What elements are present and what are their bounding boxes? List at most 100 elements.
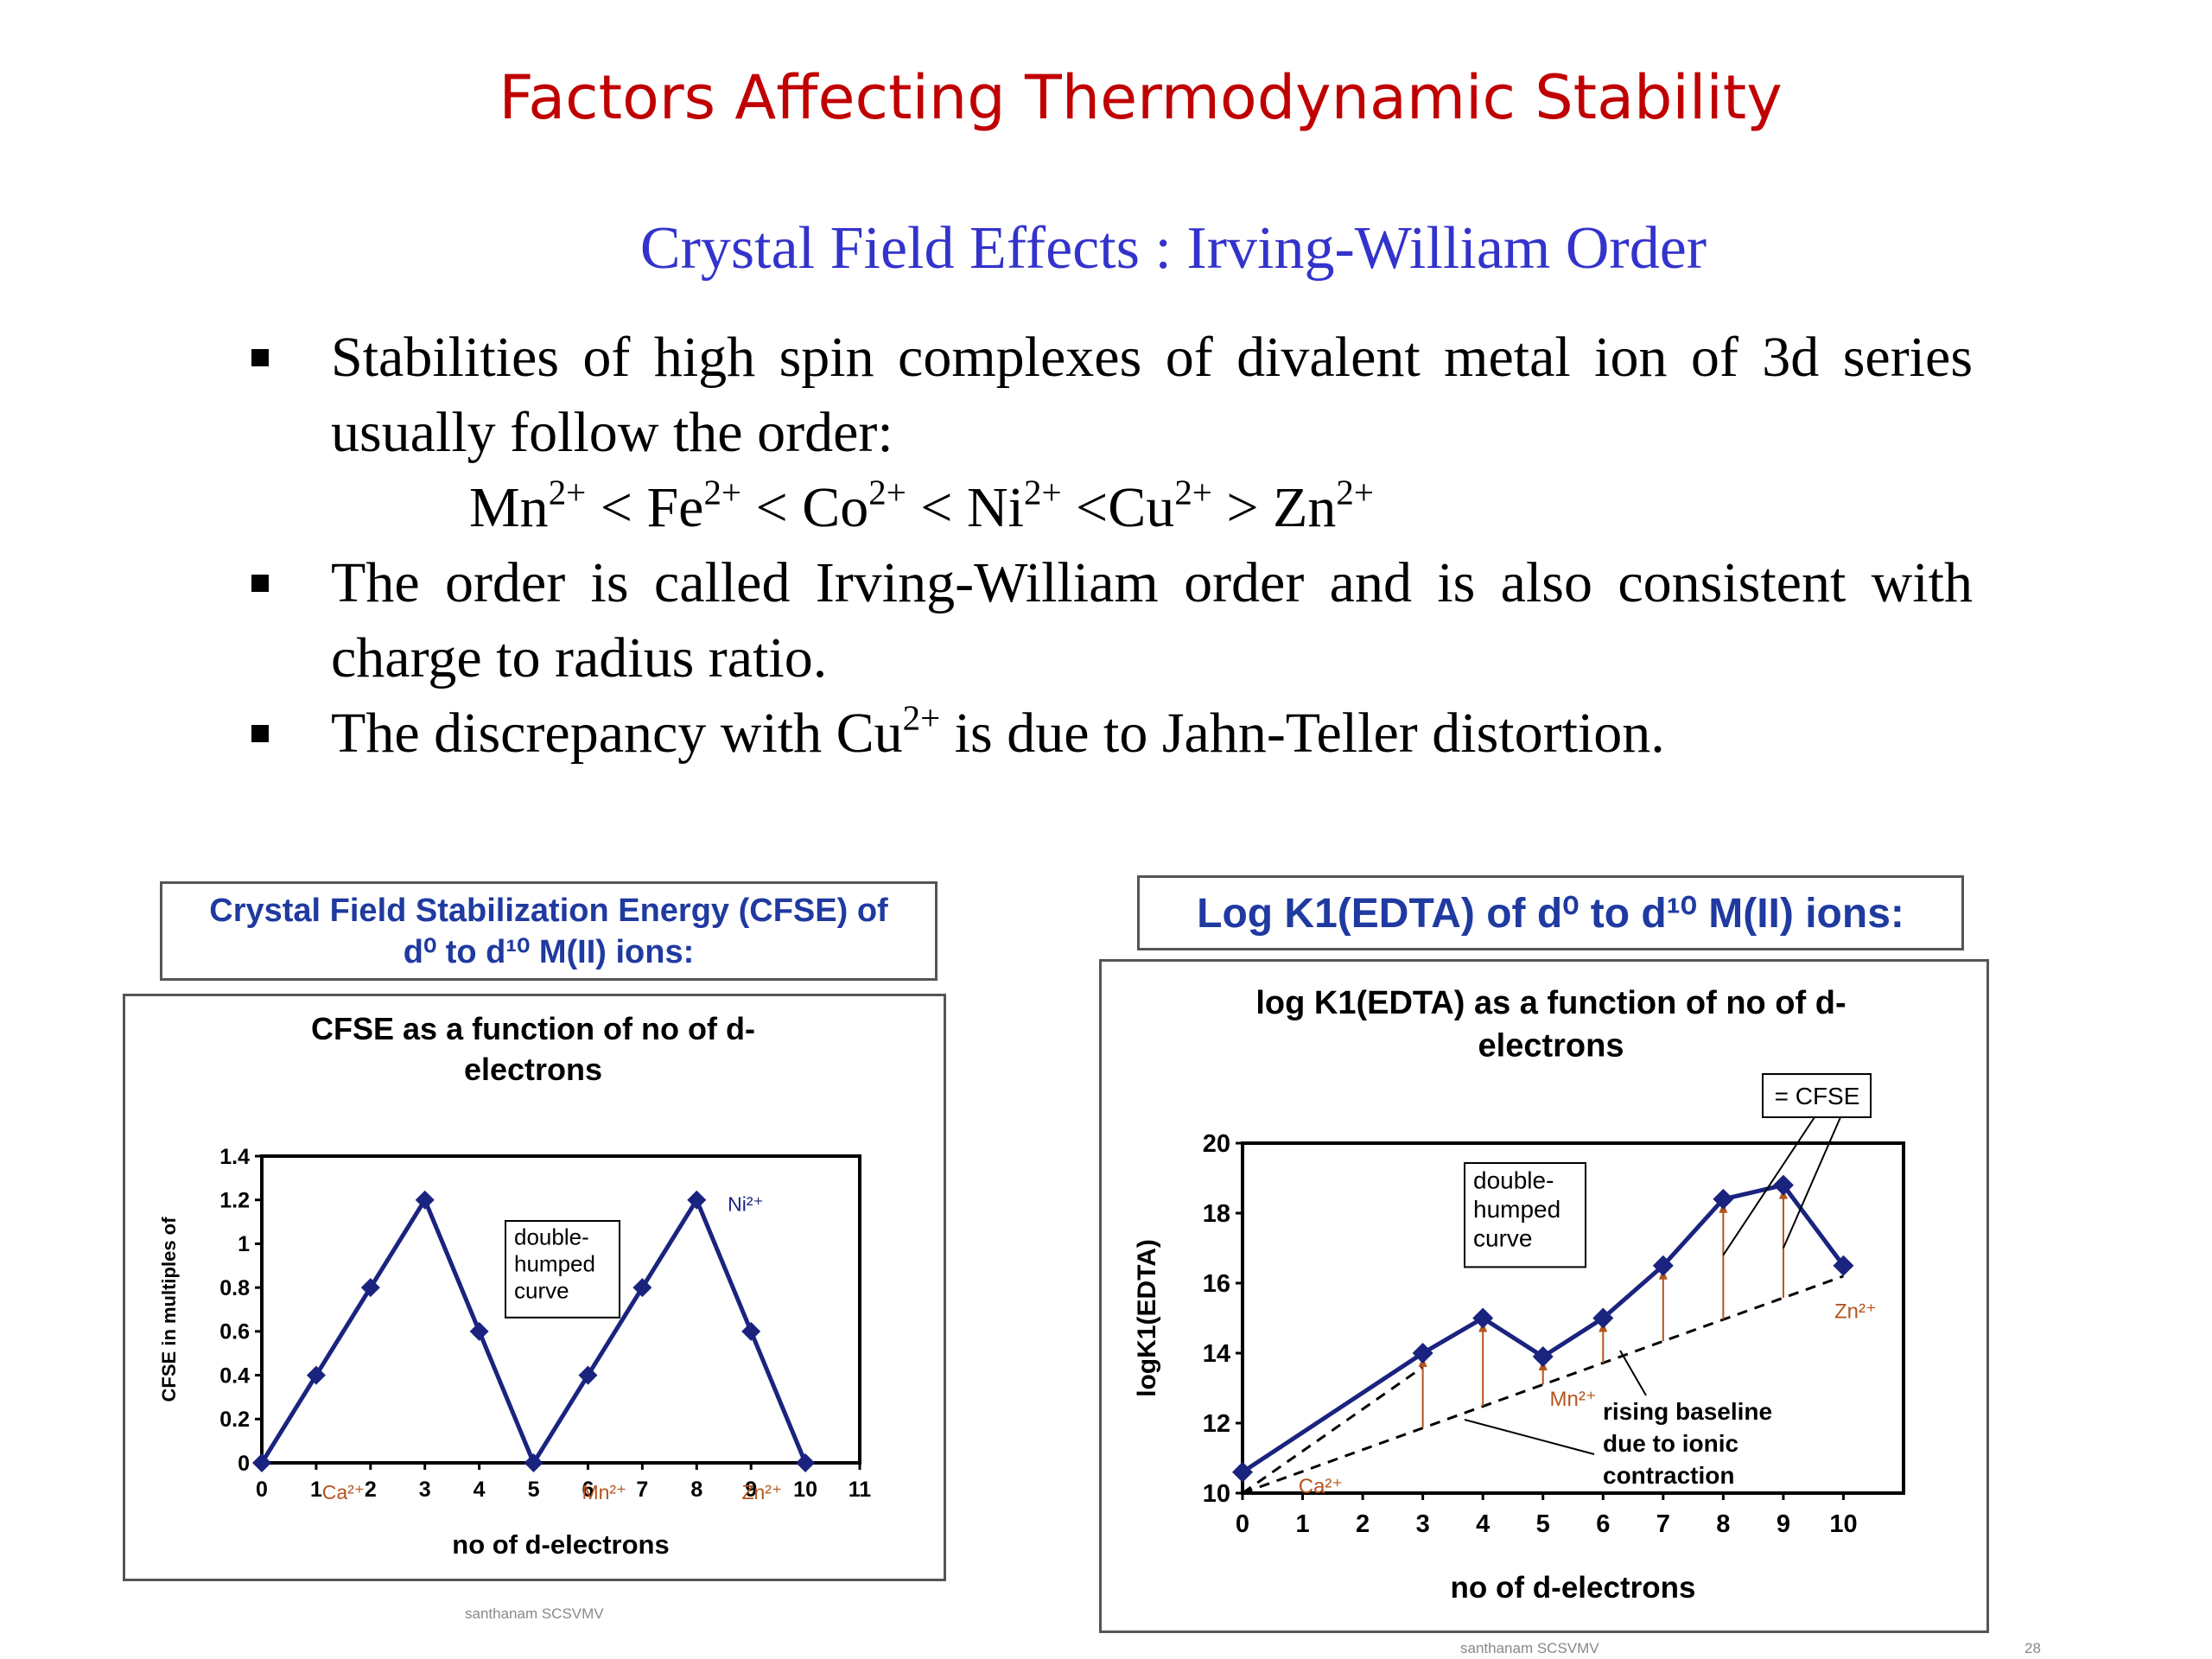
bullet-3-pre: The discrepancy with Cu — [331, 702, 903, 765]
order-ion: Ni — [967, 476, 1025, 539]
bullet-square-icon — [251, 349, 269, 366]
data-point — [796, 1453, 816, 1472]
y-tick-label: 1.2 — [219, 1188, 250, 1212]
order-charge: 2+ — [1024, 473, 1062, 512]
baseline-note-line: rising baseline — [1603, 1398, 1772, 1425]
x-tick-label: 2 — [365, 1478, 377, 1502]
irving-williams-order: Mn2+ < Fe2+ < Co2+ < Ni2+ <Cu2+ > Zn2+ — [245, 470, 1973, 545]
order-ion: Zn — [1273, 476, 1337, 539]
y-tick-label: 10 — [1203, 1480, 1230, 1508]
double-humped-note-line: double- — [1473, 1166, 1554, 1193]
bullet-3-sup: 2+ — [902, 698, 941, 738]
plot-area — [1241, 1141, 1905, 1495]
data-point — [632, 1278, 652, 1298]
data-point — [252, 1453, 271, 1472]
y-tick-label: 0.2 — [219, 1408, 250, 1432]
x-tick-label: 3 — [1416, 1510, 1430, 1538]
x-tick-label: 8 — [1716, 1510, 1730, 1538]
y-tick-label: 0.4 — [219, 1363, 250, 1388]
y-tick-label: 14 — [1203, 1340, 1230, 1368]
slide-subtitle: Crystal Field Effects : Irving-William O… — [639, 215, 1707, 282]
order-ion: Mn — [469, 476, 549, 539]
footer-right: santhanam SCSVMV — [1460, 1640, 1599, 1656]
cfse-leader — [1782, 1116, 1841, 1249]
double-humped-note-line: humped — [514, 1251, 595, 1277]
baseline-leader — [1464, 1419, 1595, 1455]
y-axis-label: logK1(EDTA) — [1133, 1239, 1161, 1397]
bullet-2-text: The order is called Irving-William order… — [331, 551, 1973, 690]
bullet-2: The order is called Irving-William order… — [245, 545, 1973, 696]
data-point — [1412, 1343, 1433, 1363]
chart-title-line2: electrons — [1478, 1027, 1624, 1064]
double-humped-note-box — [1464, 1162, 1586, 1268]
ion-label: Zn²⁺ — [741, 1481, 782, 1503]
data-point — [578, 1365, 598, 1385]
cfse-label-box — [1762, 1073, 1872, 1118]
cfse-label: = CFSE — [1775, 1083, 1860, 1109]
bullet-square-icon — [251, 725, 269, 742]
order-sep: < — [1061, 476, 1109, 539]
data-point — [524, 1453, 543, 1472]
x-tick-label: 5 — [1536, 1510, 1550, 1538]
data-point — [1472, 1307, 1494, 1329]
x-tick-label: 9 — [1777, 1510, 1790, 1538]
ion-label: Mn²⁺ — [1550, 1388, 1597, 1411]
order-ion: Co — [802, 476, 869, 539]
data-point — [1652, 1255, 1674, 1276]
baseline-note-line: due to ionic — [1603, 1430, 1738, 1457]
chart-title-line2: electrons — [464, 1052, 602, 1087]
ion-label: Ca²⁺ — [322, 1481, 365, 1503]
order-sep: < — [586, 476, 647, 539]
y-axis-label: CFSE in multiples of — [158, 1217, 180, 1402]
ion-label: Mn²⁺ — [582, 1481, 626, 1503]
bullet-1-text: Stabilities of high spin complexes of di… — [331, 326, 1973, 464]
edta-caption-box: Log K1(EDTA) of d⁰ to d¹⁰ M(II) ions: — [1137, 875, 1964, 950]
y-tick-label: 18 — [1203, 1200, 1230, 1228]
x-tick-label: 4 — [474, 1478, 486, 1502]
data-point — [415, 1190, 435, 1210]
x-tick-label: 2 — [1356, 1510, 1370, 1538]
order-ion: Fe — [646, 476, 704, 539]
order-ion: Cu — [1108, 476, 1175, 539]
y-tick-label: 1 — [238, 1232, 250, 1256]
x-axis-label: no of d-electrons — [1451, 1571, 1696, 1605]
x-tick-label: 8 — [690, 1478, 702, 1502]
order-sep: < — [906, 476, 968, 539]
double-humped-note-line: double- — [514, 1224, 589, 1249]
baseline-note-line: contraction — [1603, 1462, 1734, 1489]
x-tick-label: 1 — [310, 1478, 322, 1502]
ion-label: Ni²⁺ — [728, 1192, 764, 1215]
double-humped-note-line: humped — [1473, 1196, 1560, 1223]
cfse-chart-frame: CFSE as a function of no of d-electrons 0… — [123, 994, 946, 1581]
order-charge: 2+ — [1174, 473, 1212, 512]
x-tick-label: 6 — [582, 1478, 594, 1502]
x-tick-label: 6 — [1596, 1510, 1610, 1538]
x-tick-label: 10 — [1829, 1510, 1857, 1538]
rising-baseline — [1242, 1274, 1844, 1495]
y-tick-label: 16 — [1203, 1270, 1230, 1298]
x-tick-label: 10 — [793, 1478, 817, 1502]
bullet-list: Stabilities of high spin complexes of di… — [245, 320, 1973, 771]
data-point — [687, 1190, 707, 1210]
x-axis-label: no of d-electrons — [452, 1529, 669, 1560]
order-sep: < — [741, 476, 803, 539]
x-tick-label: 0 — [1236, 1510, 1249, 1538]
order-sep: > — [1211, 476, 1274, 539]
data-point — [1532, 1346, 1554, 1368]
y-tick-label: 0 — [238, 1452, 250, 1476]
footer-left: santhanam SCSVMV — [465, 1605, 604, 1622]
bullet-3-post: is due to Jahn-Teller distortion. — [940, 702, 1665, 765]
cfse-leader — [1722, 1116, 1815, 1256]
data-point — [306, 1365, 326, 1385]
order-charge: 2+ — [868, 473, 906, 512]
bullet-3: The discrepancy with Cu2+ is due to Jahn… — [245, 696, 1973, 771]
y-tick-label: 0.6 — [219, 1320, 250, 1344]
y-tick-label: 0.8 — [219, 1276, 250, 1300]
x-tick-label: 11 — [849, 1478, 872, 1502]
double-humped-note-line: curve — [1473, 1225, 1532, 1252]
y-tick-label: 1.4 — [219, 1145, 250, 1169]
edta-chart-frame: log K1(EDTA) as a function of no of d-el… — [1099, 959, 1989, 1633]
ion-label: Zn²⁺ — [1834, 1300, 1877, 1324]
baseline-leader — [1619, 1350, 1647, 1396]
cfse-caption-line2: d⁰ to d¹⁰ M(II) ions: — [403, 933, 695, 970]
